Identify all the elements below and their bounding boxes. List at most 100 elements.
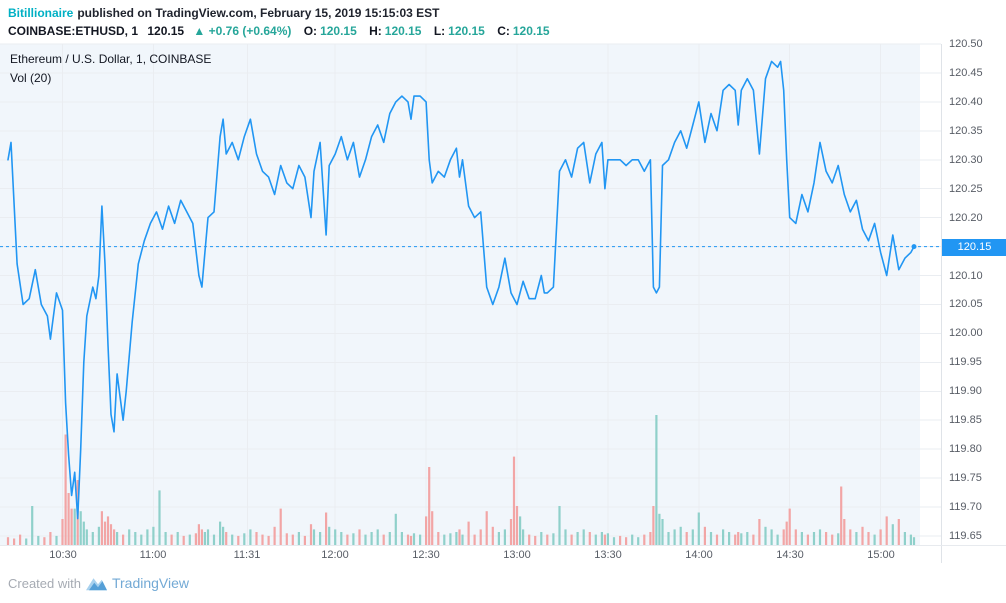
time-axis[interactable]: 10:30 11:00 11:31 12:00 12:30 13:00 13:30 14:00… [0, 545, 1006, 564]
volume-bar [188, 534, 191, 545]
volume-bar [697, 512, 700, 545]
chart-canvas[interactable] [0, 43, 941, 545]
volume-bar [279, 508, 282, 545]
time-axis-label: 13:00 [503, 549, 531, 561]
volume-bar [109, 524, 113, 545]
volume-bar [534, 535, 537, 545]
volume-bar [709, 532, 713, 545]
price-line [7, 60, 915, 520]
username-link[interactable]: Bitillionaire [8, 6, 74, 20]
volume-bar [212, 534, 216, 545]
volume-bar [737, 532, 740, 545]
volume-bar [740, 533, 743, 545]
legend-title[interactable]: Ethereum / U.S. Dollar, 1, COINBASE [10, 52, 212, 66]
volume-bar [770, 529, 773, 545]
volume-bar [661, 519, 664, 545]
volume-bar [831, 534, 834, 545]
volume-bar [303, 535, 306, 545]
volume-bar [412, 533, 416, 545]
volume-bar [388, 532, 391, 545]
volume-bar [685, 532, 688, 545]
volume-bar [291, 534, 294, 545]
volume-bar [461, 534, 464, 545]
volume-bar [897, 519, 900, 545]
volume-bar [376, 529, 379, 545]
volume-bar [113, 529, 116, 545]
price-axis[interactable]: 120.15 120.50 120.45 120.40 120.35 120.30 120… [941, 38, 1006, 563]
volume-bar [519, 516, 522, 545]
volume-bar [409, 535, 413, 545]
price-axis-label: 119.95 [949, 356, 982, 368]
header: Bitillionaire published on TradingView.co… [8, 5, 550, 39]
volume-bar [885, 516, 888, 545]
price-axis-label: 119.80 [949, 443, 982, 455]
volume-bar [140, 534, 143, 545]
volume-bar [225, 532, 228, 545]
volume-bar [722, 529, 725, 545]
volume-bar [91, 532, 94, 545]
price-axis-label: 120.35 [949, 125, 983, 137]
volume-bar [785, 521, 788, 545]
volume-bar [594, 534, 597, 545]
volume-bar [843, 519, 846, 545]
volume-bar [467, 521, 470, 545]
volume-bar [655, 415, 658, 545]
volume-bar [116, 532, 119, 545]
volume-bar [667, 532, 670, 545]
volume-bar [82, 521, 85, 545]
volume-bar [43, 537, 46, 545]
volume-bar [328, 526, 331, 545]
symbol-name[interactable]: COINBASE:ETHUSD, 1 [8, 24, 139, 38]
volume-bar [570, 534, 573, 545]
volume-bar [61, 519, 64, 545]
volume-bar [222, 526, 225, 545]
volume-bar [909, 534, 912, 545]
volume-bar [728, 532, 731, 545]
volume-bar [588, 532, 591, 545]
volume-bar [485, 511, 488, 545]
volume-bar [643, 534, 646, 545]
published-text: published on TradingView.com, February 1… [77, 6, 440, 20]
price-axis-label: 120.10 [949, 270, 983, 282]
volume-bar [812, 532, 816, 545]
legend-volume[interactable]: Vol (20) [10, 71, 52, 85]
volume-bar [855, 532, 858, 545]
price-axis-label: 119.75 [949, 472, 982, 484]
volume-bar [200, 529, 203, 545]
volume-bar [309, 524, 313, 545]
volume-bar [237, 535, 240, 545]
volume-bar [552, 533, 555, 545]
volume-bar [491, 526, 494, 545]
volume-bar [419, 534, 422, 545]
volume-bar [512, 456, 516, 545]
volume-bar [243, 533, 246, 545]
price-axis-label: 119.70 [949, 501, 982, 513]
volume-bar [867, 532, 870, 545]
close-value: 120.15 [512, 24, 550, 38]
chart-plot[interactable] [0, 43, 941, 545]
volume-bar [449, 533, 452, 545]
chart-legend: Ethereum / U.S. Dollar, 1, COINBASE Vol … [10, 52, 211, 86]
volume-bar [425, 516, 428, 545]
volume-bar [515, 506, 519, 545]
price-axis-label: 120.40 [949, 96, 983, 108]
volume-bar [55, 535, 58, 545]
volume-bar [170, 534, 173, 545]
high-value: 120.15 [384, 24, 422, 38]
volume-bar [443, 534, 446, 545]
last-price-badge: 120.15 [942, 239, 1006, 256]
volume-bar [70, 508, 73, 545]
volume-bar [879, 529, 882, 545]
time-axis-label: 13:30 [594, 549, 622, 561]
volume-bar [582, 529, 585, 545]
footer: Created with TradingView [8, 571, 189, 595]
open-value: 120.15 [320, 24, 357, 38]
volume-bar [873, 534, 876, 545]
price-axis-label: 120.25 [949, 183, 983, 195]
volume-bar [182, 535, 185, 545]
volume-bar [312, 529, 316, 545]
volume-bar [840, 486, 843, 545]
volume-bar [912, 537, 916, 545]
tradingview-brand-link[interactable]: TradingView [111, 575, 190, 591]
price-axis-label: 119.65 [949, 530, 982, 542]
